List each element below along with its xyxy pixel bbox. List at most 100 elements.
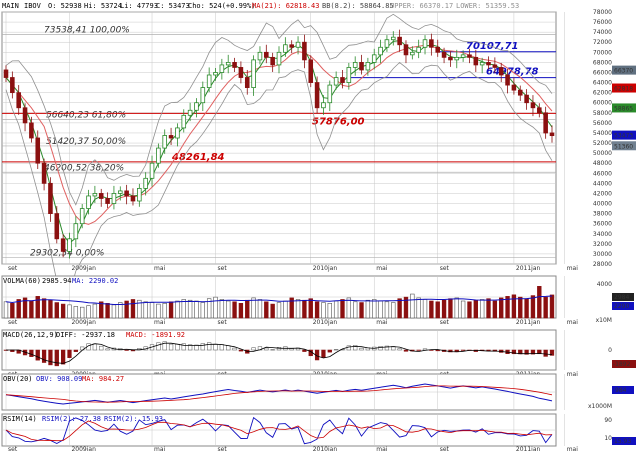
candle-body — [460, 54, 466, 58]
obv-ma: MA: 984.27 — [82, 375, 124, 383]
macd-bar — [213, 343, 218, 351]
macd-bar — [454, 349, 459, 352]
candle-body — [3, 69, 9, 78]
bollinger-lower — [5, 61, 553, 301]
price-badge-label: 66370 — [614, 68, 633, 75]
candle-body — [264, 51, 269, 58]
x-axis-tick: mai — [154, 446, 166, 451]
macd-bar — [524, 349, 529, 355]
volume-bar — [518, 296, 523, 319]
fib-level-label: 56640,23 61,80% — [46, 111, 126, 121]
x-axis-tick: mai — [376, 319, 388, 326]
rsi-panel: RSIM(14) RSIM(2): 27.38 RSIM(2): 15.93 90 10… — [1, 413, 636, 451]
candle-body — [479, 62, 485, 66]
macd-value: MACD: -1891.92 — [126, 331, 185, 339]
candle-body — [111, 193, 117, 204]
price-axis-tick: 46000 — [593, 170, 612, 177]
rsi-line — [5, 416, 553, 445]
candle-body — [67, 238, 72, 252]
macd-diff: DIFF: -2937.18 — [56, 331, 115, 339]
candle-body — [86, 195, 91, 209]
candle-body — [257, 51, 263, 61]
price-badge — [612, 65, 636, 75]
macd-bar — [403, 349, 409, 352]
volume-bar — [48, 299, 53, 319]
price-axis-tick: 36000 — [593, 221, 612, 228]
volume-ma-badge — [612, 302, 634, 310]
macd-badge-label: -1892 — [613, 361, 631, 368]
candle-body — [143, 177, 148, 189]
volume-bar — [416, 297, 421, 319]
candle-body — [410, 51, 415, 56]
candle-body — [206, 74, 212, 89]
macd-bar — [270, 349, 275, 351]
volume-bar — [397, 298, 402, 319]
candle-body — [333, 77, 339, 86]
volume-bar — [232, 301, 237, 319]
volume-bar — [257, 299, 263, 319]
candle-body — [54, 213, 60, 240]
header-high: Hi: 53724 — [84, 2, 122, 10]
x-axis-tick: set — [218, 265, 228, 272]
obv-value: OBV: 908.09 — [36, 375, 82, 383]
candle-body — [467, 54, 472, 58]
candle-body — [308, 59, 314, 83]
price-axis-tick: 40000 — [593, 201, 612, 208]
candle-body — [232, 62, 237, 68]
volume-bar — [321, 302, 326, 319]
rsi-ma-line — [5, 420, 553, 442]
candle-body — [162, 135, 168, 149]
macd-bar — [416, 349, 421, 351]
volume-bar — [454, 297, 459, 319]
volume-bar — [22, 297, 28, 319]
level-label: 48261,84 — [171, 152, 225, 163]
header-bb: BB(8.2): 58864.85 — [322, 2, 394, 10]
candle-body — [244, 77, 250, 88]
macd-bar — [162, 341, 167, 351]
macd-bar — [181, 343, 186, 351]
macd-bar — [105, 348, 110, 351]
price-axis-tick: 34000 — [593, 231, 612, 238]
volume-bar — [441, 299, 447, 319]
volume-bar — [460, 300, 466, 319]
macd-bar — [67, 349, 72, 358]
price-panel: 78000 76000 74000 72000 70000 68000 66000 64000… — [1, 9, 636, 301]
macd-bar — [238, 349, 244, 352]
price-badge — [612, 141, 636, 151]
candle-body — [219, 64, 225, 73]
candle-body — [429, 39, 434, 48]
macd-bar — [397, 348, 402, 351]
macd-bar — [61, 349, 66, 365]
candle-body — [73, 223, 79, 240]
volume-bar — [124, 300, 129, 319]
candle-body — [29, 122, 34, 139]
price-axis-tick: 44000 — [593, 180, 612, 187]
candle-body — [365, 62, 371, 71]
candle-body — [295, 41, 301, 48]
volume-bar — [92, 303, 98, 319]
volume-bar — [54, 302, 59, 319]
volume-bar — [530, 295, 536, 319]
candle-body — [543, 112, 548, 134]
macd-bar — [346, 345, 351, 351]
candle-body — [22, 107, 28, 124]
price-axis-tick: 38000 — [593, 211, 612, 218]
volume-bar — [67, 304, 72, 319]
price-axis-tick: 52000 — [593, 140, 612, 147]
macd-bar — [549, 349, 555, 356]
volume-bar — [283, 300, 288, 319]
rsi-badge — [612, 437, 636, 445]
volume-bar — [73, 306, 79, 319]
candle-body — [435, 46, 441, 53]
volume-bar — [3, 301, 9, 319]
volume-bar — [391, 302, 396, 319]
candle-body — [79, 208, 85, 225]
volume-bar — [10, 303, 15, 319]
price-badge — [612, 130, 636, 140]
obv-badge — [612, 386, 634, 394]
volume-bar — [149, 302, 155, 319]
candle-body — [194, 102, 199, 111]
macd-bar — [359, 347, 364, 351]
volume-bar — [479, 299, 485, 319]
